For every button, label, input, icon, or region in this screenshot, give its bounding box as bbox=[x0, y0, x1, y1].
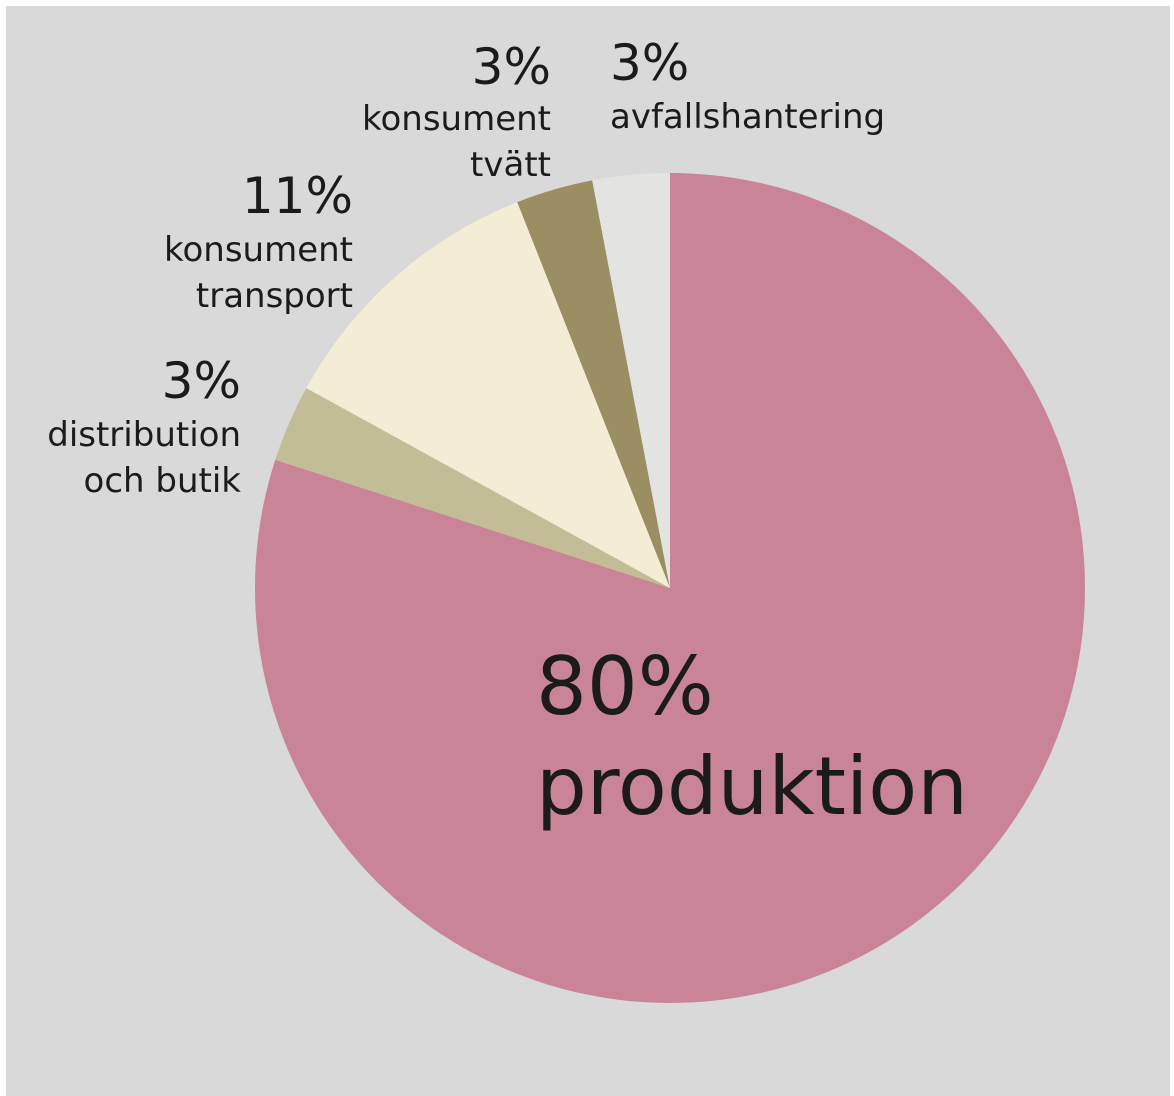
pie-slice-produktion bbox=[254, 173, 1085, 1003]
slice-percent-label: 3% bbox=[472, 38, 551, 96]
slice-name-label: produktion bbox=[536, 740, 968, 833]
slice-name-label: distribution bbox=[47, 415, 241, 455]
pie-slice-avfallshantering bbox=[592, 173, 670, 588]
pie-slices bbox=[254, 173, 1085, 1003]
slice-name-label: konsument bbox=[362, 99, 551, 139]
pie-slice-konsument-transport bbox=[306, 202, 670, 588]
slice-percent-label: 80% bbox=[536, 640, 714, 733]
slice-name-label: avfallshantering bbox=[610, 97, 885, 137]
pie-slice-konsument-tvatt bbox=[517, 180, 670, 588]
slice-percent-label: 11% bbox=[242, 167, 353, 225]
chart-panel: 80% produktion 3% distribution och butik 11% k… bbox=[6, 6, 1170, 1096]
slice-label-konsument-tvatt: 3%konsument tvätt bbox=[362, 38, 551, 185]
slice-label-avfallshantering: 3% avfallshantering bbox=[610, 34, 885, 137]
slice-name-label: transport bbox=[196, 276, 353, 316]
slice-name-label: konsument bbox=[164, 230, 353, 270]
slice-label-konsument-transport: 11% konsument transport bbox=[164, 167, 353, 316]
slice-name-label: tvätt bbox=[470, 145, 551, 185]
slice-label-distribution-och-butik: 3% distribution och butik bbox=[47, 352, 241, 501]
pie-slice-distribution-och-butik bbox=[275, 388, 670, 588]
slice-label-produktion: 80%produktion bbox=[536, 640, 968, 833]
slice-name-label: och butik bbox=[84, 461, 242, 501]
slice-percent-label: 3% bbox=[162, 352, 241, 410]
slice-percent-label: 3% bbox=[610, 34, 689, 92]
